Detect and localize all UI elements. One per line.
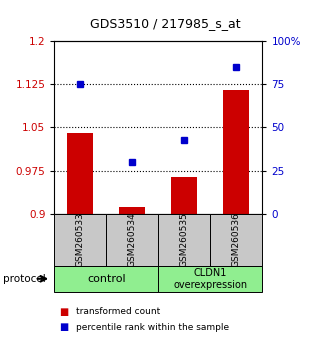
Text: GSM260536: GSM260536 bbox=[232, 212, 241, 267]
Text: transformed count: transformed count bbox=[76, 307, 160, 316]
Text: GSM260533: GSM260533 bbox=[76, 212, 85, 267]
Text: control: control bbox=[87, 274, 126, 284]
Text: GDS3510 / 217985_s_at: GDS3510 / 217985_s_at bbox=[90, 17, 240, 30]
Bar bbox=[54, 266, 158, 292]
Bar bbox=[211, 214, 262, 266]
Bar bbox=[119, 207, 146, 214]
Bar bbox=[54, 214, 106, 266]
Text: protocol: protocol bbox=[3, 274, 46, 284]
Bar bbox=[67, 133, 93, 214]
Text: ■: ■ bbox=[59, 307, 69, 316]
Bar bbox=[223, 90, 249, 214]
Bar bbox=[158, 214, 211, 266]
Text: GSM260535: GSM260535 bbox=[180, 212, 189, 267]
Bar bbox=[106, 214, 158, 266]
Text: ■: ■ bbox=[59, 322, 69, 332]
Bar bbox=[171, 177, 197, 214]
Bar bbox=[158, 266, 262, 292]
Text: percentile rank within the sample: percentile rank within the sample bbox=[76, 323, 229, 332]
Text: GSM260534: GSM260534 bbox=[128, 212, 137, 267]
Text: CLDN1
overexpression: CLDN1 overexpression bbox=[173, 268, 248, 290]
